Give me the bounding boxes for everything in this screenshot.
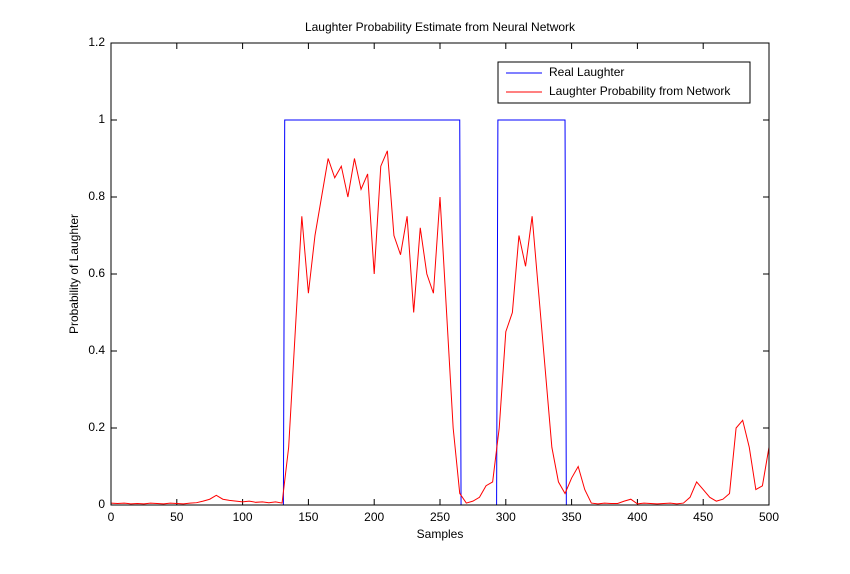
y-tick-label: 1.2 bbox=[88, 35, 105, 49]
legend-label: Laughter Probability from Network bbox=[549, 84, 731, 98]
x-tick-label: 100 bbox=[233, 510, 253, 524]
x-tick-label: 450 bbox=[693, 510, 713, 524]
x-axis-label: Samples bbox=[417, 527, 464, 541]
y-tick-label: 0.8 bbox=[88, 189, 105, 203]
chart-title: Laughter Probability Estimate from Neura… bbox=[305, 20, 576, 34]
y-tick-label: 0 bbox=[98, 497, 105, 511]
plot-area bbox=[111, 43, 769, 505]
x-tick-label: 200 bbox=[364, 510, 384, 524]
legend-box bbox=[497, 61, 751, 104]
x-tick-label: 350 bbox=[562, 510, 582, 524]
data-line bbox=[110, 150, 770, 505]
x-tick-label: 250 bbox=[430, 510, 450, 524]
x-tick-label: 50 bbox=[170, 510, 184, 524]
y-tick-label: 1 bbox=[98, 112, 105, 126]
legend-label: Real Laughter bbox=[549, 65, 624, 79]
axes-box bbox=[110, 42, 770, 506]
x-tick-label: 400 bbox=[627, 510, 647, 524]
x-tick-label: 0 bbox=[108, 510, 115, 524]
y-tick-label: 0.6 bbox=[88, 266, 105, 280]
x-tick-label: 150 bbox=[298, 510, 318, 524]
y-tick-label: 0.4 bbox=[88, 343, 105, 357]
x-tick-label: 500 bbox=[759, 510, 779, 524]
x-tick-label: 300 bbox=[496, 510, 516, 524]
y-axis-label: Probability of Laughter bbox=[67, 214, 81, 334]
y-tick-label: 0.2 bbox=[88, 420, 105, 434]
